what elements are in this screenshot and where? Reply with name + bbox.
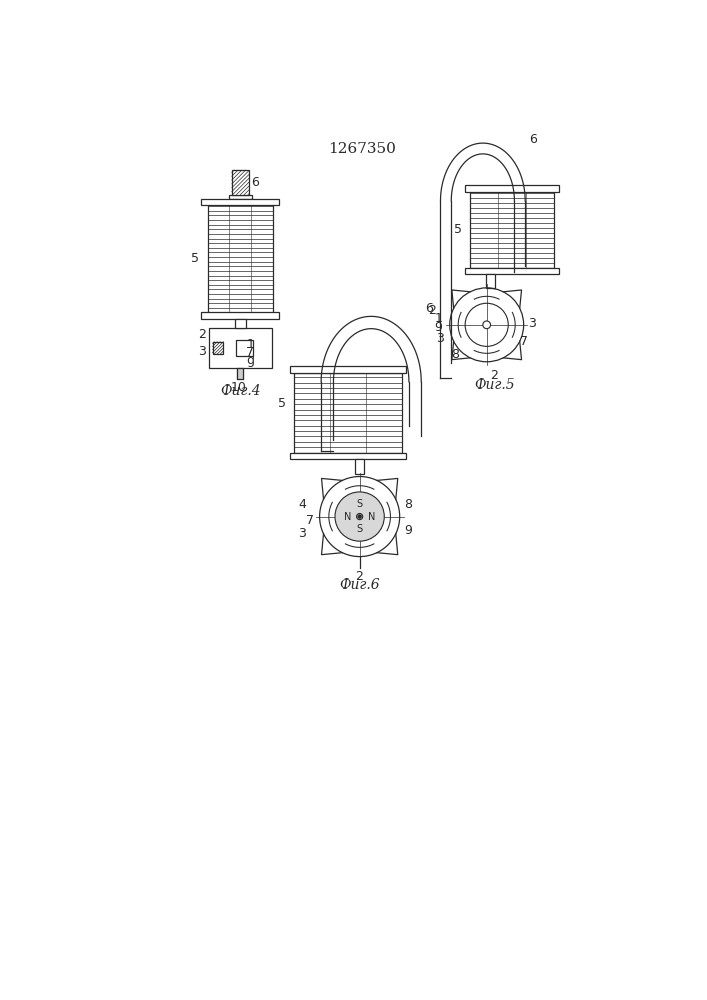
- Bar: [235, 319, 246, 328]
- Text: Фиг.5: Фиг.5: [474, 378, 515, 392]
- Text: 2: 2: [355, 570, 363, 583]
- Text: g: g: [247, 354, 255, 367]
- Bar: [355, 459, 364, 474]
- Bar: [291, 366, 406, 373]
- Bar: [486, 274, 495, 288]
- Text: 10: 10: [231, 381, 247, 394]
- Bar: [291, 453, 406, 459]
- Text: 1267350: 1267350: [328, 142, 396, 156]
- Bar: [238, 368, 243, 379]
- Circle shape: [358, 515, 361, 518]
- Bar: [213, 342, 223, 354]
- Text: 9: 9: [404, 524, 412, 537]
- Text: Фиг.4: Фиг.4: [220, 384, 261, 398]
- Text: 7: 7: [520, 335, 528, 348]
- Text: 6: 6: [425, 302, 433, 316]
- Bar: [465, 185, 559, 192]
- Text: 1: 1: [434, 312, 442, 325]
- Bar: [229, 195, 252, 199]
- Bar: [201, 199, 279, 205]
- Text: 3: 3: [298, 527, 306, 540]
- Text: S: S: [356, 524, 363, 534]
- Text: 3: 3: [528, 317, 536, 330]
- Circle shape: [356, 513, 363, 520]
- Text: 3: 3: [436, 332, 444, 345]
- Text: Фиг.6: Фиг.6: [339, 578, 380, 592]
- Bar: [232, 170, 249, 195]
- Bar: [201, 312, 279, 319]
- Text: 5: 5: [455, 223, 462, 236]
- Text: 7: 7: [305, 514, 314, 527]
- Text: N: N: [368, 512, 375, 522]
- Bar: [294, 373, 402, 453]
- Text: S: S: [356, 499, 363, 509]
- Text: 8: 8: [451, 348, 460, 361]
- Text: 1: 1: [247, 338, 255, 351]
- Text: 2: 2: [491, 369, 498, 382]
- Bar: [208, 205, 273, 312]
- Text: 5: 5: [278, 397, 286, 410]
- Circle shape: [335, 492, 385, 541]
- Text: 4: 4: [298, 498, 306, 512]
- Circle shape: [483, 321, 491, 329]
- Text: 2: 2: [198, 328, 206, 341]
- Text: 6: 6: [529, 133, 537, 146]
- Bar: [235, 340, 252, 356]
- Text: 9: 9: [434, 321, 442, 334]
- Text: N: N: [344, 512, 351, 522]
- Text: 2: 2: [428, 304, 436, 317]
- Text: 3: 3: [198, 345, 206, 358]
- Bar: [465, 268, 559, 274]
- Text: 6: 6: [251, 176, 259, 189]
- Bar: [469, 192, 554, 268]
- Text: 5: 5: [191, 252, 199, 265]
- Bar: [209, 328, 272, 368]
- Text: 7: 7: [247, 346, 255, 359]
- Text: 8: 8: [404, 498, 412, 512]
